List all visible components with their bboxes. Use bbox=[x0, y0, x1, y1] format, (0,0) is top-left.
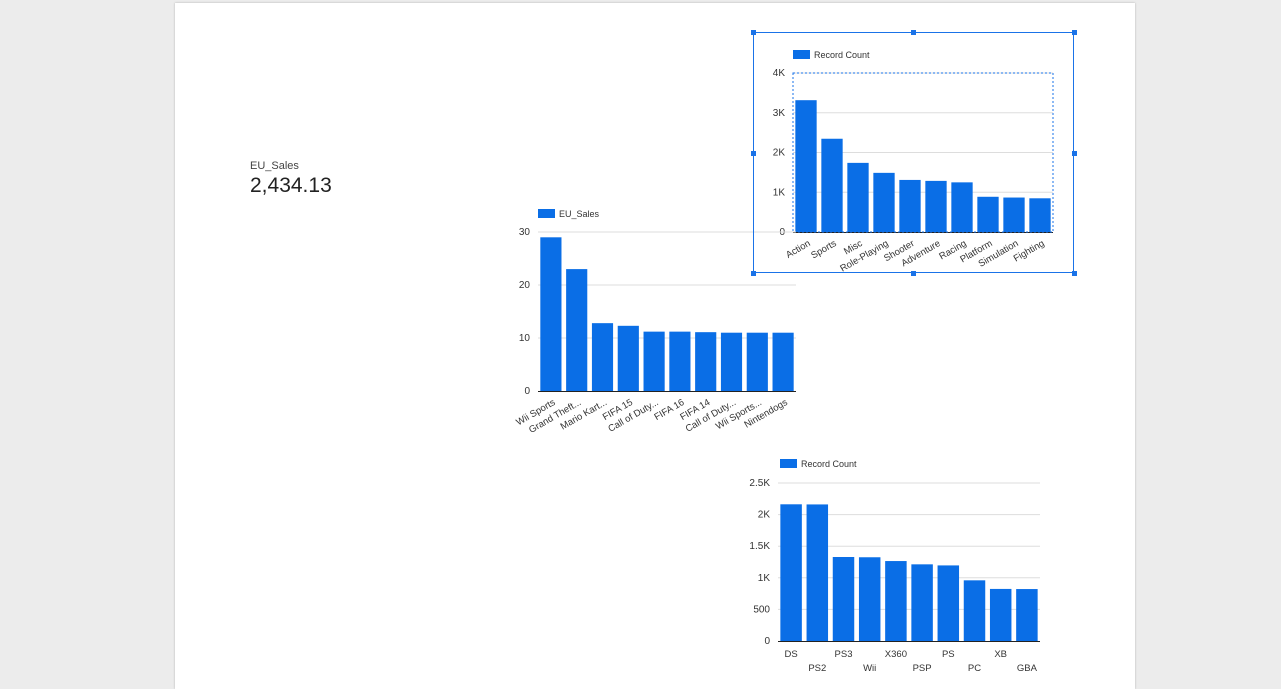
x-tick-label: PS2 bbox=[808, 663, 826, 674]
bar bbox=[1016, 589, 1038, 641]
x-tick-label: DS bbox=[784, 649, 797, 660]
legend-label: EU_Sales bbox=[559, 209, 600, 219]
bar bbox=[951, 182, 973, 232]
x-tick-label: Wii bbox=[863, 663, 876, 674]
y-tick-label: 4K bbox=[773, 68, 786, 79]
x-tick-label: X360 bbox=[885, 649, 907, 660]
x-tick-label: PSP bbox=[913, 663, 932, 674]
bar bbox=[1003, 197, 1025, 232]
y-tick-label: 2.5K bbox=[749, 478, 770, 489]
bar bbox=[669, 331, 691, 391]
x-tick-label: XB bbox=[994, 649, 1007, 660]
resize-handle-bottom[interactable] bbox=[911, 271, 916, 276]
bar bbox=[540, 237, 562, 391]
bar bbox=[795, 100, 817, 232]
platform-bar-chart[interactable]: Record Count 0 500 1K 1.5K 2K 2.5K DS PS2 PS3 Wii X… bbox=[742, 450, 1052, 675]
y-tick-label: 2K bbox=[758, 510, 771, 521]
bar bbox=[821, 138, 843, 232]
bar bbox=[885, 561, 907, 641]
chart-svg: Record Count 0 500 1K 1.5K 2K 2.5K DS PS2 PS3 Wii X… bbox=[749, 459, 1040, 674]
bar bbox=[566, 269, 588, 391]
y-tick-label: 3K bbox=[773, 108, 786, 119]
scorecard-value: 2,434.13 bbox=[250, 174, 332, 197]
bar bbox=[873, 172, 895, 232]
x-tick-label: PS bbox=[942, 649, 955, 660]
bar bbox=[989, 588, 1012, 641]
bar bbox=[806, 504, 829, 641]
legend-label: Record Count bbox=[801, 459, 857, 469]
bar bbox=[780, 504, 802, 641]
resize-handle-bottom-right[interactable] bbox=[1072, 271, 1077, 276]
y-tick-label: 10 bbox=[519, 333, 531, 344]
resize-handle-top[interactable] bbox=[911, 30, 916, 35]
bar bbox=[977, 196, 999, 232]
x-tick-label: Sports bbox=[809, 238, 838, 261]
y-tick-label: 1.5K bbox=[749, 541, 770, 552]
bar bbox=[643, 331, 665, 391]
bar bbox=[925, 180, 947, 232]
legend-swatch bbox=[793, 50, 810, 59]
y-tick-label: 30 bbox=[519, 227, 531, 238]
bar bbox=[617, 325, 639, 391]
y-tick-label: 1K bbox=[773, 187, 786, 198]
resize-handle-left[interactable] bbox=[751, 151, 756, 156]
bar bbox=[832, 557, 855, 641]
bar bbox=[847, 162, 869, 232]
resize-handle-top-left[interactable] bbox=[751, 30, 756, 35]
y-tick-label: 2K bbox=[773, 148, 786, 159]
eu-sales-scorecard[interactable]: EU_Sales 2,434.13 bbox=[250, 160, 332, 198]
plot-area-outline bbox=[792, 72, 1054, 233]
resize-handle-top-right[interactable] bbox=[1072, 30, 1077, 35]
x-tick-label: PS3 bbox=[835, 649, 853, 660]
y-tick-label: 0 bbox=[524, 386, 530, 397]
bar bbox=[963, 580, 986, 641]
x-tick-label: PC bbox=[968, 663, 981, 674]
bar bbox=[858, 557, 881, 641]
bar bbox=[695, 332, 717, 391]
resize-handle-right[interactable] bbox=[1072, 151, 1077, 156]
bar bbox=[937, 565, 960, 641]
game-name-bar-chart[interactable]: EU_Sales 0 10 20 30 Wii Sports Grand Theft... M… bbox=[495, 200, 805, 440]
bar bbox=[591, 323, 614, 391]
bar bbox=[1029, 198, 1051, 232]
x-tick-label: GBA bbox=[1017, 663, 1038, 674]
genre-bar-chart[interactable]: Record Count01K2K3K4KActionSportsMiscRol… bbox=[755, 40, 1073, 275]
bar bbox=[899, 179, 921, 232]
y-tick-label: 20 bbox=[519, 280, 531, 291]
y-tick-label: 1K bbox=[758, 573, 771, 584]
scorecard-label: EU_Sales bbox=[250, 160, 299, 172]
legend-label: Record Count bbox=[814, 50, 870, 60]
legend-swatch bbox=[780, 459, 797, 468]
y-tick-label: 500 bbox=[753, 604, 770, 615]
chart-svg: Record Count01K2K3K4KActionSportsMiscRol… bbox=[773, 50, 1054, 275]
resize-handle-bottom-left[interactable] bbox=[751, 271, 756, 276]
bar bbox=[772, 332, 794, 391]
bar bbox=[720, 332, 743, 391]
legend-swatch bbox=[538, 209, 555, 218]
y-tick-label: 0 bbox=[764, 636, 770, 647]
bar bbox=[911, 564, 933, 641]
bar bbox=[746, 332, 768, 391]
